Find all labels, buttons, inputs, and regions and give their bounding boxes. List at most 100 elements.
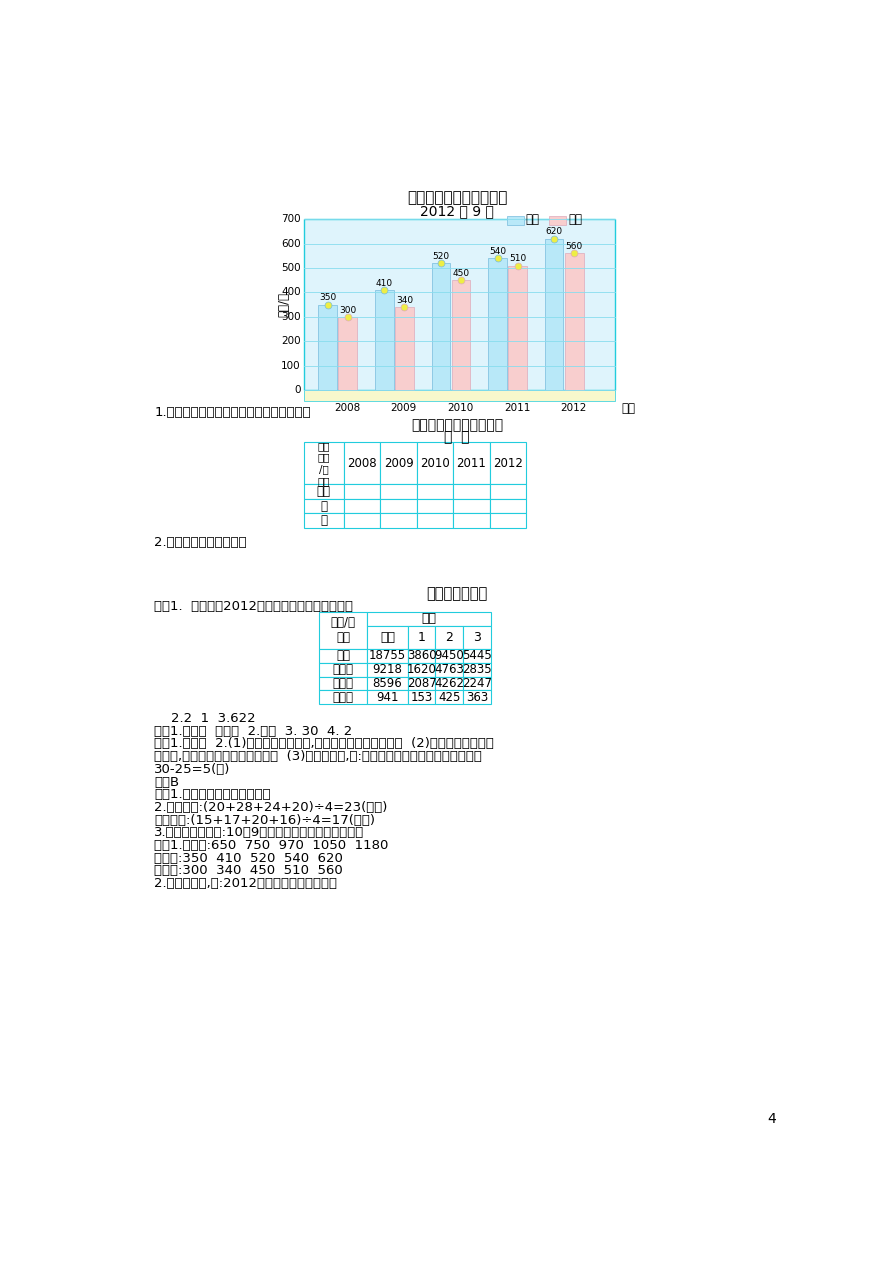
Bar: [408, 649, 435, 663]
Bar: [380, 498, 417, 514]
Bar: [380, 485, 417, 498]
Bar: [408, 690, 435, 704]
Text: 育新学校学生人数统计图: 育新学校学生人数统计图: [407, 191, 508, 204]
Text: 年  月: 年 月: [444, 430, 470, 444]
Bar: [417, 485, 453, 498]
Text: 数量/册
种类: 数量/册 种类: [331, 616, 356, 645]
Text: 4: 4: [767, 1112, 776, 1127]
Bar: [368, 626, 408, 649]
Bar: [463, 626, 491, 649]
Bar: [319, 663, 368, 676]
Bar: [453, 498, 490, 514]
Bar: [344, 485, 380, 498]
Text: 3.答案不唯一，如:10月9日两种报纸发行量相差最大。: 3.答案不唯一，如:10月9日两种报纸发行量相差最大。: [154, 827, 364, 839]
Text: 女: 女: [320, 514, 327, 528]
Text: 第二行:350  410  520  540  620: 第二行:350 410 520 540 620: [154, 852, 343, 864]
Bar: [545, 239, 564, 390]
Text: 300: 300: [339, 305, 357, 314]
Text: 540: 540: [489, 247, 506, 256]
Text: 2009: 2009: [391, 404, 417, 413]
Bar: [565, 254, 583, 390]
Text: 2008: 2008: [347, 457, 377, 469]
Text: 620: 620: [546, 227, 563, 236]
Bar: [303, 498, 344, 514]
Bar: [507, 216, 524, 225]
Text: 0: 0: [294, 385, 301, 395]
Bar: [319, 690, 368, 704]
Bar: [408, 663, 435, 676]
Bar: [490, 514, 526, 528]
Bar: [508, 265, 527, 390]
Bar: [338, 317, 357, 390]
Text: 9218: 9218: [373, 663, 402, 676]
Bar: [435, 690, 463, 704]
Text: 520: 520: [433, 252, 450, 261]
Text: 425: 425: [438, 690, 460, 704]
Bar: [490, 498, 526, 514]
Text: 2.答案不唯一,如:2012年育新学校人数最多。: 2.答案不唯一,如:2012年育新学校人数最多。: [154, 877, 337, 890]
Text: 400: 400: [281, 288, 301, 298]
Text: 南京日报:(15+17+20+16)÷4=17(万份): 南京日报:(15+17+20+16)÷4=17(万份): [154, 814, 376, 827]
Text: 一、1.  新华书店2012年第一季度售书情况统计表: 一、1. 新华书店2012年第一季度售书情况统计表: [154, 599, 353, 612]
Text: 350: 350: [319, 293, 336, 303]
Text: 5445: 5445: [462, 649, 492, 663]
Text: 年份: 年份: [622, 401, 635, 415]
Text: 2008: 2008: [334, 404, 360, 413]
Text: 2012: 2012: [560, 404, 587, 413]
Bar: [368, 663, 408, 676]
Text: 科技书: 科技书: [333, 676, 354, 690]
Bar: [368, 612, 491, 626]
Bar: [435, 649, 463, 663]
Text: 2: 2: [445, 631, 453, 644]
Text: 300: 300: [281, 312, 301, 322]
Bar: [368, 690, 408, 704]
Text: 9450: 9450: [434, 649, 464, 663]
Text: 2010: 2010: [447, 404, 474, 413]
Bar: [463, 676, 491, 690]
Text: 合计: 合计: [380, 631, 395, 644]
Text: 410: 410: [376, 279, 392, 288]
Text: 363: 363: [467, 690, 489, 704]
Bar: [435, 626, 463, 649]
Text: 五、1.京华日报发行量比较好。: 五、1.京华日报发行量比较好。: [154, 789, 271, 801]
Text: 工具书: 工具书: [333, 690, 354, 704]
Text: 1: 1: [417, 631, 425, 644]
Text: 560: 560: [566, 242, 583, 251]
Text: 4262: 4262: [434, 676, 465, 690]
Text: 2247: 2247: [462, 676, 492, 690]
Text: 数最多,女生跳绳达标的人数最多。  (3)答案不唯一,如:跳绳达标的女生比男生少多少人？: 数最多,女生跳绳达标的人数最多。 (3)答案不唯一,如:跳绳达标的女生比男生少多…: [154, 750, 482, 764]
Bar: [380, 443, 417, 485]
Bar: [490, 443, 526, 485]
Bar: [303, 443, 344, 485]
Text: 2010: 2010: [420, 457, 450, 469]
Bar: [344, 498, 380, 514]
Text: 二、1.小汽车  洋娃娃  2.跳棋  3. 30  4. 2: 二、1.小汽车 洋娃娃 2.跳棋 3. 30 4. 2: [154, 724, 352, 738]
Text: 510: 510: [509, 254, 526, 264]
Text: 女生: 女生: [568, 213, 582, 226]
Text: 育新学校学生人数统计表: 育新学校学生人数统计表: [411, 418, 503, 432]
Bar: [368, 676, 408, 690]
Bar: [303, 514, 344, 528]
Text: 文艺书: 文艺书: [333, 663, 354, 676]
Text: 2011: 2011: [504, 404, 530, 413]
Bar: [432, 264, 450, 390]
Bar: [417, 498, 453, 514]
Text: 数量/人: 数量/人: [277, 293, 290, 317]
Text: 3: 3: [474, 631, 482, 644]
Text: 3860: 3860: [407, 649, 436, 663]
Bar: [417, 514, 453, 528]
Text: 三、1.画图略  2.(1)跳绳达标人数最多,仰卧起坐达标人数最少。  (2)男生跳绳达标的人: 三、1.画图略 2.(1)跳绳达标人数最多,仰卧起坐达标人数最少。 (2)男生跳…: [154, 737, 494, 751]
Bar: [463, 690, 491, 704]
Bar: [303, 390, 615, 401]
Text: 8596: 8596: [373, 676, 402, 690]
Text: 153: 153: [410, 690, 433, 704]
Text: 男生: 男生: [525, 213, 540, 226]
Text: 2087: 2087: [407, 676, 436, 690]
Text: 500: 500: [281, 262, 301, 273]
Bar: [435, 676, 463, 690]
Bar: [435, 663, 463, 676]
Text: 总计: 总计: [336, 649, 351, 663]
Text: 男: 男: [320, 500, 327, 512]
Text: 四、B: 四、B: [154, 776, 179, 789]
Bar: [488, 259, 507, 390]
